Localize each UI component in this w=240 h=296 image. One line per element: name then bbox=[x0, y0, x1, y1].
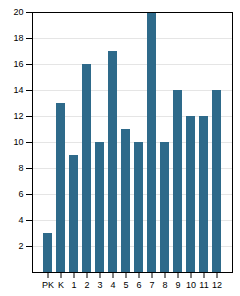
svg-text:9: 9 bbox=[175, 280, 180, 290]
svg-text:20: 20 bbox=[13, 7, 23, 17]
svg-text:7: 7 bbox=[149, 280, 154, 290]
svg-text:6: 6 bbox=[18, 189, 23, 199]
svg-text:4: 4 bbox=[110, 280, 115, 290]
svg-text:5: 5 bbox=[123, 280, 128, 290]
svg-text:8: 8 bbox=[162, 280, 167, 290]
svg-text:14: 14 bbox=[13, 85, 23, 95]
svg-text:4: 4 bbox=[18, 215, 23, 225]
svg-text:18: 18 bbox=[13, 33, 23, 43]
svg-text:12: 12 bbox=[212, 280, 222, 290]
svg-text:6: 6 bbox=[136, 280, 141, 290]
svg-text:8: 8 bbox=[18, 163, 23, 173]
svg-text:10: 10 bbox=[13, 137, 23, 147]
svg-text:12: 12 bbox=[13, 111, 23, 121]
svg-text:11: 11 bbox=[199, 280, 208, 290]
svg-text:1: 1 bbox=[71, 280, 76, 290]
svg-text:2: 2 bbox=[84, 280, 89, 290]
svg-text:10: 10 bbox=[186, 280, 196, 290]
svg-text:PK: PK bbox=[42, 280, 54, 290]
svg-text:K: K bbox=[58, 280, 64, 290]
svg-text:16: 16 bbox=[13, 59, 23, 69]
svg-text:3: 3 bbox=[97, 280, 102, 290]
svg-text:2: 2 bbox=[18, 241, 23, 251]
